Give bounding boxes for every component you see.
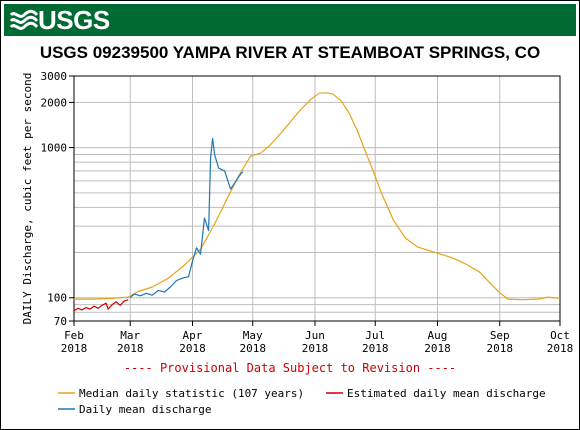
plot-area [73,75,561,322]
x-tick-label-year: 2018 [239,342,266,355]
axis-layer: 70100100020003000Feb2018Mar2018Apr2018Ma… [41,70,574,355]
x-tick-label-year: 2018 [117,342,144,355]
provisional-notice: ---- Provisional Data Subject to Revisio… [124,361,456,375]
legend-label: Daily mean discharge [79,403,211,416]
legend-label: Median daily statistic (107 years) [79,387,304,400]
usgs-logo-text: USGS [38,5,110,35]
x-tick-label-month: Sep [490,329,510,342]
x-tick-label-year: 2018 [424,342,451,355]
x-tick-label-month: Apr [183,329,203,342]
grid-layer [73,75,561,322]
y-tick-label: 2000 [41,96,68,109]
x-tick-label-month: Jun [305,329,325,342]
x-tick-label-year: 2018 [302,342,329,355]
legend-label: Estimated daily mean discharge [347,387,546,400]
y-tick-label: 3000 [41,70,68,83]
y-tick-label: 100 [47,292,67,305]
legend: Median daily statistic (107 years) Estima… [58,387,546,416]
y-axis-label: DAILY Discharge, cubic feet per second [21,73,34,325]
chart-title: USGS 09239500 YAMPA RIVER AT STEAMBOAT S… [39,43,541,62]
y-tick-label: 1000 [41,142,68,155]
y-tick-label: 70 [54,315,67,328]
x-tick-label-year: 2018 [179,342,206,355]
x-tick-label-month: Aug [428,329,448,342]
series-line [74,92,561,301]
x-tick-label-month: May [243,329,263,342]
usgs-wave-icon [10,9,38,30]
x-tick-label-month: Mar [120,329,140,342]
x-tick-label-month: Feb [64,329,84,342]
x-tick-label-year: 2018 [61,342,88,355]
usgs-logo: USGS [10,6,110,34]
x-tick-label-month: Jul [365,329,385,342]
usgs-header-bar: USGS [4,4,576,36]
series-layer [73,92,561,312]
x-tick-label-year: 2018 [362,342,389,355]
series-line [129,137,244,299]
series-line [73,299,129,312]
x-tick-label-year: 2018 [547,342,574,355]
x-tick-label-year: 2018 [487,342,514,355]
x-tick-label-month: Oct [550,329,570,342]
